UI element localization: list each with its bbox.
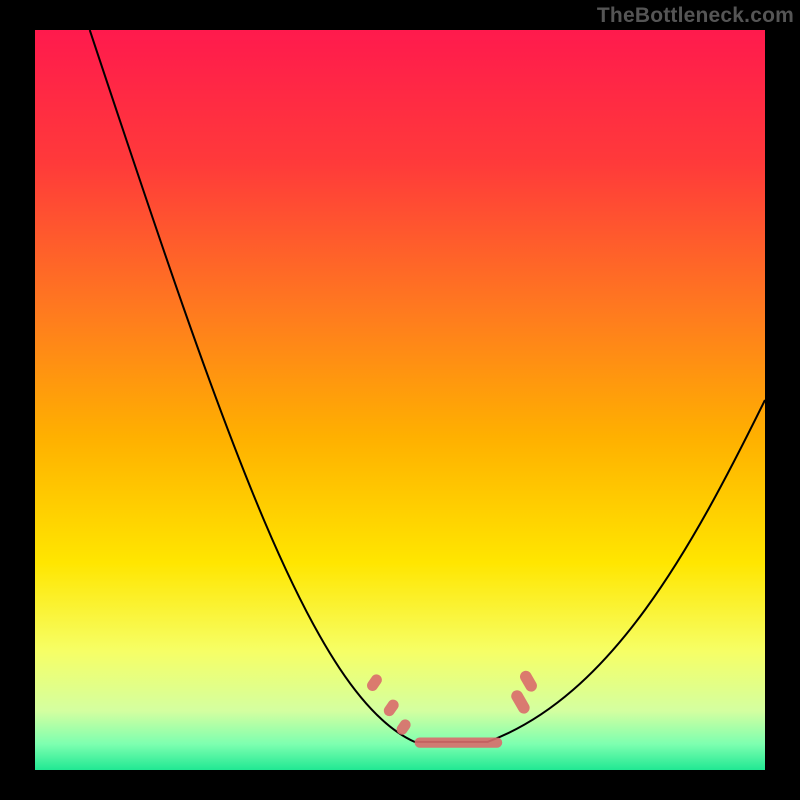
marker-floor bbox=[415, 737, 503, 747]
watermark-text: TheBottleneck.com bbox=[597, 4, 794, 28]
chart-frame: TheBottleneck.com bbox=[0, 0, 800, 800]
plot-background-gradient bbox=[35, 30, 765, 770]
bottleneck-chart bbox=[0, 0, 800, 800]
